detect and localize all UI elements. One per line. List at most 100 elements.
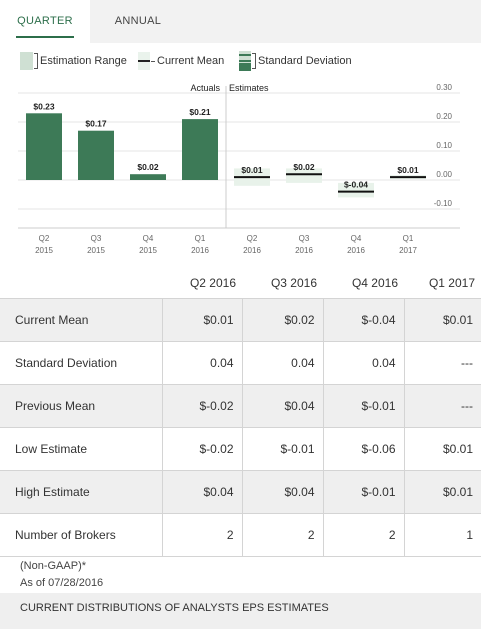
- estimate-value-label: $0.01: [397, 165, 419, 175]
- estimate-range-band: [338, 182, 374, 198]
- x-tick-label: 2016: [243, 246, 261, 255]
- table-cell: $0.04: [241, 469, 323, 513]
- x-tick-label: 2016: [191, 246, 209, 255]
- table-cell: $0.04: [161, 469, 242, 513]
- table-cell: $-0.01: [241, 426, 323, 470]
- table-cell: $-0.01: [322, 469, 404, 513]
- table-cell: $-0.06: [322, 426, 404, 470]
- range-bracket-icon: [34, 53, 38, 69]
- std-bracket-icon: [252, 53, 256, 69]
- legend-current-mean-label: Current Mean: [157, 55, 225, 67]
- table-cell: 0.04: [322, 340, 404, 384]
- actual-bar: [182, 119, 218, 180]
- row-label: Current Mean: [0, 297, 162, 341]
- x-tick-label: Q3: [91, 234, 102, 243]
- estimates-table: Q2 2016 Q3 2016 Q4 2016 Q1 2017 Current …: [0, 269, 481, 557]
- legend-current-mean: Current Mean: [138, 50, 224, 72]
- x-tick-label: Q2: [39, 234, 50, 243]
- table-row-high-estimate: High Estimate $0.04 $0.04 $-0.01 $0.01: [0, 469, 481, 513]
- as-of-date: As of 07/28/2016: [20, 577, 104, 589]
- y-tick-label: 0.30: [436, 83, 452, 92]
- std-deviation-swatch-icon: [239, 51, 251, 71]
- table-cell: ---: [403, 383, 481, 427]
- x-axis-ticks: Q2 2015 Q3 2015 Q4 2015 Q1 2016 Q2 2016 Q3 2016 Q4 20…: [35, 234, 417, 255]
- column-header: Q4 2016: [351, 276, 398, 291]
- column-header: Q3 2016: [270, 276, 317, 291]
- table-cell: 1: [403, 512, 481, 557]
- table-cell: $-0.01: [322, 383, 404, 427]
- table-cell: ---: [403, 340, 481, 384]
- row-label: Standard Deviation: [0, 340, 162, 384]
- table-cell: 0.04: [241, 340, 323, 384]
- legend-standard-deviation-label: Standard Deviation: [258, 55, 352, 67]
- non-gaap-note: (Non-GAAP)*: [20, 560, 87, 572]
- actual-value-label: $0.02: [137, 162, 159, 172]
- actuals-section-label: Actuals: [190, 83, 220, 93]
- table-cell: $-0.02: [161, 426, 242, 470]
- eps-chart: Actuals Estimates $0.23$0.17$0.02$0.21$0…: [18, 83, 460, 255]
- legend-estimation-range: Estimation Range: [20, 50, 127, 72]
- estimate-value-label: $0.02: [293, 162, 315, 172]
- x-tick-label: Q1: [403, 234, 414, 243]
- table-cell: $-0.04: [322, 297, 404, 341]
- x-tick-label: Q4: [143, 234, 154, 243]
- y-tick-label: 0.10: [436, 141, 452, 150]
- estimate-value-label: $-0.04: [344, 180, 368, 190]
- estimate-value-label: $0.01: [241, 165, 263, 175]
- chart-marks: $0.23 $0.17 $0.02 $0.21 $0.01 $0.02 $-0.04 $0.0…: [26, 101, 426, 198]
- chart-legend: Estimation Range Current Mean Standard D…: [0, 50, 481, 72]
- row-label: Number of Brokers: [0, 512, 162, 557]
- actual-value-label: $0.21: [189, 107, 211, 117]
- actual-value-label: $0.23: [33, 101, 55, 111]
- distribution-section-header[interactable]: CURRENT DISTRIBUTIONS OF ANALYSTS EPS ES…: [0, 593, 481, 629]
- x-tick-label: 2015: [87, 246, 105, 255]
- estimates-section-label: Estimates: [229, 83, 269, 93]
- actual-bar: [26, 113, 62, 180]
- column-header: Q2 2016: [189, 276, 236, 291]
- legend-standard-deviation: Standard Deviation: [239, 50, 352, 72]
- actual-value-label: $0.17: [85, 119, 107, 129]
- table-cell: 2: [322, 512, 404, 557]
- x-tick-label: 2015: [35, 246, 53, 255]
- mean-line-icon: [138, 52, 150, 70]
- table-header-blank: [0, 269, 162, 298]
- table-row-low-estimate: Low Estimate $-0.02 $-0.01 $-0.06 $0.01: [0, 426, 481, 470]
- x-tick-label: Q4: [351, 234, 362, 243]
- period-tab-bar: QUARTER ANNUAL: [0, 0, 481, 43]
- tab-annual[interactable]: ANNUAL: [114, 15, 162, 27]
- estimation-range-swatch-icon: [20, 52, 33, 70]
- table-cell: 0.04: [161, 340, 242, 384]
- tab-quarter[interactable]: QUARTER: [0, 0, 90, 43]
- table-row-previous-mean: Previous Mean $-0.02 $0.04 $-0.01 ---: [0, 383, 481, 427]
- table-cell: $0.04: [241, 383, 323, 427]
- row-label: Previous Mean: [0, 383, 162, 427]
- x-tick-label: 2016: [295, 246, 313, 255]
- column-header: Q1 2017: [428, 276, 475, 291]
- legend-estimation-range-label: Estimation Range: [40, 55, 127, 67]
- y-tick-label: -0.10: [434, 199, 453, 208]
- x-tick-label: 2015: [139, 246, 157, 255]
- x-tick-label: 2016: [347, 246, 365, 255]
- table-header-row: Q2 2016 Q3 2016 Q4 2016 Q1 2017: [0, 269, 481, 298]
- table-cell: 2: [241, 512, 323, 557]
- x-tick-label: Q3: [299, 234, 310, 243]
- x-tick-label: Q1: [195, 234, 206, 243]
- table-cell: $0.01: [403, 469, 481, 513]
- estimate-range-band: [286, 168, 322, 183]
- table-cell: $0.01: [161, 297, 242, 341]
- x-tick-label: Q2: [247, 234, 258, 243]
- row-label: Low Estimate: [0, 426, 162, 470]
- table-cell: $-0.02: [161, 383, 242, 427]
- table-row-number-of-brokers: Number of Brokers 2 2 2 1: [0, 512, 481, 557]
- x-tick-label: 2017: [399, 246, 417, 255]
- table-cell: $0.01: [403, 426, 481, 470]
- y-axis-ticks: 0.30 0.20 0.10 0.00 -0.10: [434, 83, 453, 208]
- table-cell: 2: [161, 512, 242, 557]
- y-tick-label: 0.00: [436, 170, 452, 179]
- table-cell: $0.01: [403, 297, 481, 341]
- actual-bar: [130, 174, 166, 180]
- table-row-standard-deviation: Standard Deviation 0.04 0.04 0.04 ---: [0, 340, 481, 384]
- row-label: High Estimate: [0, 469, 162, 513]
- table-cell: $0.02: [241, 297, 323, 341]
- actual-bar: [78, 130, 114, 180]
